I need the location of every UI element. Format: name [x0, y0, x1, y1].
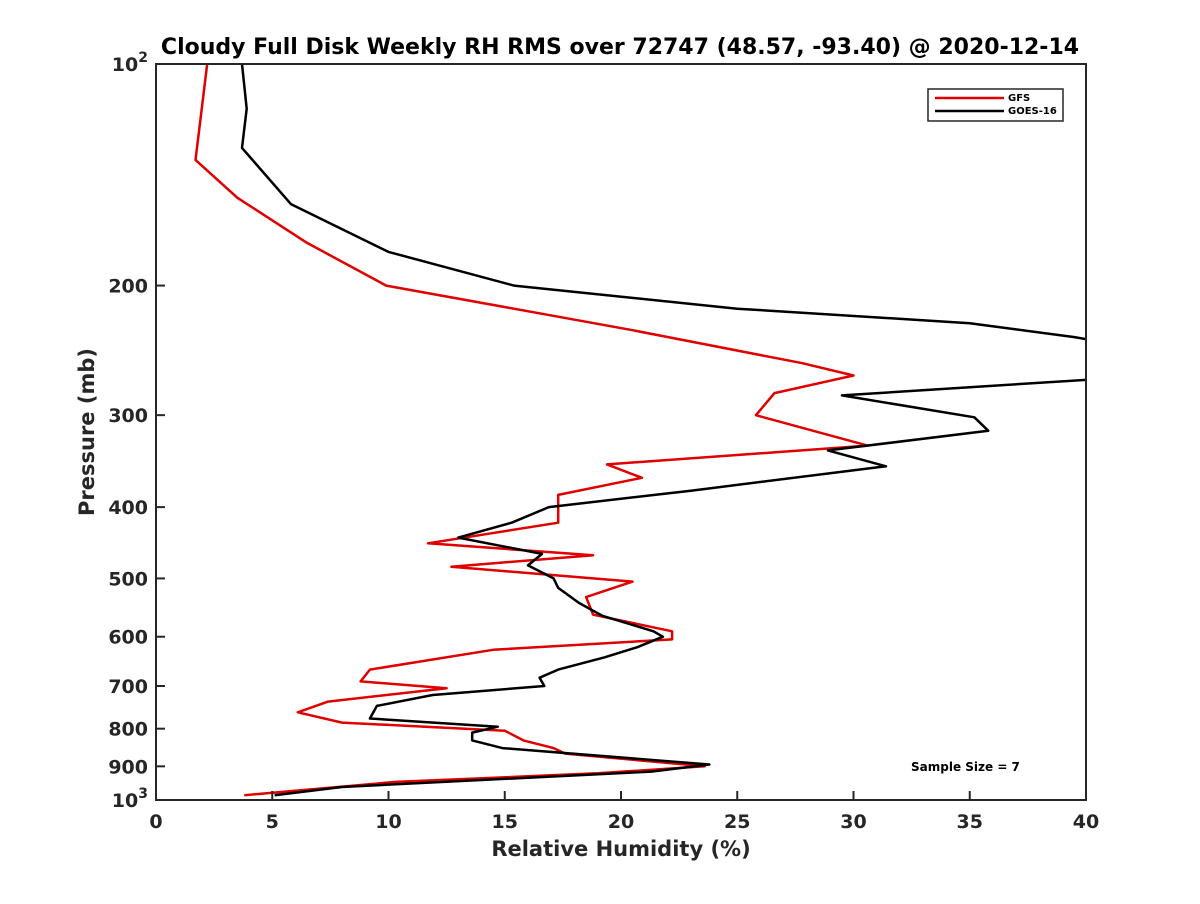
x-tick-label: 5 — [266, 811, 279, 833]
x-axis-label: Relative Humidity (%) — [491, 837, 750, 861]
x-tick-label: 10 — [375, 811, 401, 833]
x-tick-label: 35 — [957, 811, 983, 833]
series-line-goes16 — [240, 64, 1086, 797]
x-tick-label: 15 — [492, 811, 518, 833]
y-tick-label: 300 — [108, 405, 148, 427]
y-tick-label: 700 — [108, 676, 148, 698]
legend-label-gfs: GFS — [1008, 93, 1030, 104]
x-tick-label: 20 — [608, 811, 634, 833]
legend-label-goes16: GOES-16 — [1008, 106, 1057, 117]
y-tick-label: 600 — [108, 627, 148, 649]
series-line-gfs — [194, 64, 869, 797]
chart-title: Cloudy Full Disk Weekly RH RMS over 7274… — [161, 35, 1079, 60]
y-tick-label: 102 — [112, 50, 148, 76]
sample-size-annotation: Sample Size = 7 — [911, 760, 1020, 774]
x-tick-label: 40 — [1073, 811, 1099, 833]
y-tick-label: 900 — [108, 756, 148, 778]
y-tick-label: 200 — [108, 276, 148, 298]
x-axis: 0 5 10 15 20 25 30 35 40 — [149, 791, 1099, 833]
legend-box — [927, 88, 1064, 122]
y-tick-label: 400 — [108, 497, 148, 519]
legend: GFS GOES-16 — [927, 88, 1064, 122]
x-tick-label: 30 — [840, 811, 866, 833]
y-tick-label: 800 — [108, 719, 148, 741]
y-axis: 102 200 300 400 500 600 700 800 900 103 — [108, 50, 165, 812]
y-axis-label: Pressure (mb) — [75, 348, 99, 516]
y-tick-label: 500 — [108, 568, 148, 590]
plot-lines — [194, 64, 1086, 797]
y-tick-label: 103 — [112, 786, 148, 812]
x-tick-label: 25 — [724, 811, 750, 833]
x-tick-label: 0 — [149, 811, 162, 833]
